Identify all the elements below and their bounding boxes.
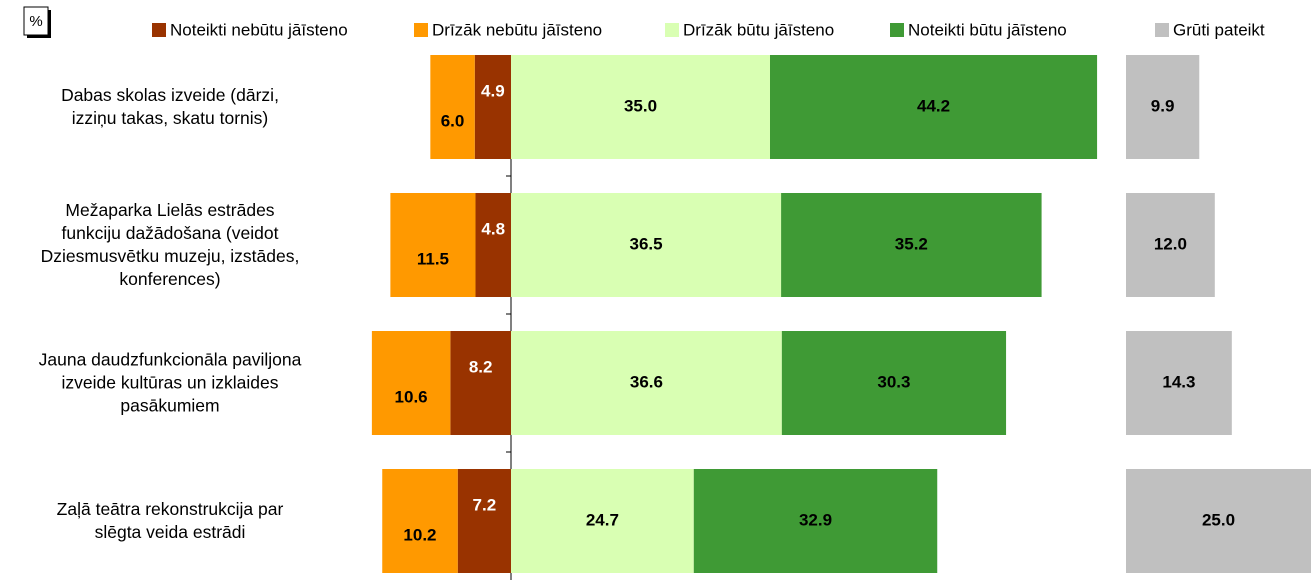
value-label: 36.5 [630,234,663,253]
legend-swatch [890,23,904,37]
bar [511,469,694,573]
bar [693,469,938,573]
category-label: Dabas skolas izveide (dārzi, izziņu taka… [61,85,279,128]
value-label: 25.0 [1202,510,1235,529]
bar [457,469,511,573]
bar [390,193,476,297]
legend-swatch [414,23,428,37]
unit-label: % [29,13,42,30]
legend-swatch [665,23,679,37]
bar [1126,469,1311,573]
bar [371,331,451,435]
value-label: 7.2 [473,495,497,514]
value-label: 14.3 [1162,372,1195,391]
value-label: 9.9 [1151,96,1175,115]
legend-label: Noteikti nebūtu jāīsteno [170,20,348,39]
bar [450,331,511,435]
legend-label: Drīzāk nebūtu jāīsteno [432,20,602,39]
bar [781,193,1042,297]
bar [430,55,475,159]
value-label: 11.5 [417,249,449,268]
bar [1126,55,1200,159]
value-label: 12.0 [1154,234,1187,253]
value-label: 44.2 [917,96,950,115]
bar [511,193,782,297]
value-label: 6.0 [441,111,465,130]
value-label: 35.2 [895,234,928,253]
value-label: 10.2 [403,525,436,544]
value-label: 24.7 [586,510,619,529]
bar [511,331,782,435]
legend-label: Noteikti būtu jāīsteno [908,20,1067,39]
value-label: 8.2 [469,357,493,376]
legend-label: Drīzāk būtu jāīsteno [683,20,834,39]
value-label: 4.9 [481,81,505,100]
value-label: 35.0 [624,96,657,115]
value-label: 30.3 [877,372,910,391]
category-label: Mežaparka Lielās estrādes funkciju dažād… [40,200,300,289]
legend-swatch [152,23,166,37]
category-label: Jauna daudzfunkcionāla paviljona izveide… [38,349,302,416]
category-label: Zaļā teātra rekonstrukcija par slēgta ve… [56,499,284,542]
bar [382,469,458,573]
bar [770,55,1098,159]
bar [511,55,770,159]
legend-swatch [1155,23,1169,37]
legend-label: Grūti pateikt [1173,20,1265,39]
bar [1126,193,1215,297]
bar [474,55,511,159]
value-label: 36.6 [630,372,663,391]
value-label: 4.8 [481,219,505,238]
bar [475,193,511,297]
unit-box [23,6,49,36]
bar [781,331,1007,435]
value-label: 10.6 [395,387,428,406]
bar [1126,331,1232,435]
value-label: 32.9 [799,510,832,529]
